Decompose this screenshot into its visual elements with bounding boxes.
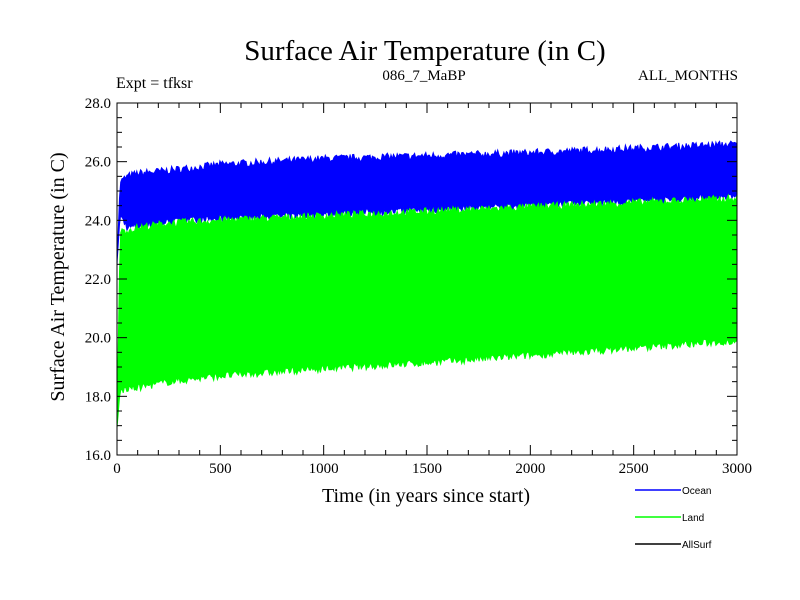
- y-tick-label: 24.0: [85, 213, 111, 229]
- legend-label-allsurf: AllSurf: [682, 540, 712, 551]
- months-label: ALL_MONTHS: [638, 68, 738, 84]
- y-tick-label: 28.0: [85, 96, 111, 112]
- y-tick-label: 20.0: [85, 331, 111, 347]
- y-tick-label: 16.0: [85, 448, 111, 464]
- y-tick-label: 26.0: [85, 155, 111, 171]
- x-tick-label: 500: [209, 461, 232, 477]
- y-tick-label: 22.0: [85, 272, 111, 288]
- axes: 0 500 1000 1500 2000 2500 3000 16.0 18.0 20.0 22.0…: [85, 96, 752, 477]
- x-tick-label: 2500: [619, 461, 649, 477]
- experiment-label: Expt = tfksr: [116, 75, 193, 92]
- land-series-band: [116, 193, 738, 428]
- x-tick-label: 0: [113, 461, 121, 477]
- legend-label-ocean: Ocean: [682, 486, 711, 497]
- plot-area: [116, 140, 738, 428]
- y-axis-label: Surface Air Temperature (in C): [47, 152, 69, 401]
- x-tick-label: 1500: [412, 461, 442, 477]
- legend: Ocean Land AllSurf: [635, 486, 712, 551]
- legend-label-land: Land: [682, 513, 704, 524]
- x-tick-label: 2000: [515, 461, 545, 477]
- x-tick-label: 3000: [722, 461, 752, 477]
- chart-title: Surface Air Temperature (in C): [244, 35, 605, 67]
- x-tick-label: 1000: [309, 461, 339, 477]
- period-label: 086_7_MaBP: [382, 68, 465, 84]
- x-axis-label: Time (in years since start): [322, 485, 530, 507]
- y-tick-label: 18.0: [85, 389, 111, 405]
